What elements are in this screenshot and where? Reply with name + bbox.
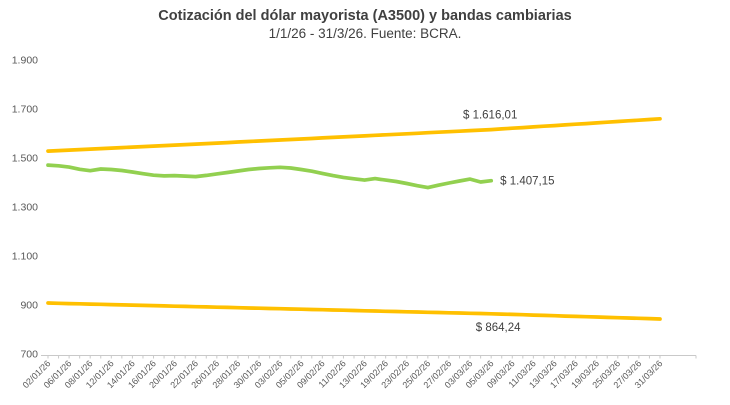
- y-axis-tick-label: 1.900: [12, 55, 38, 67]
- series-line-dolar_mayorista_A3500: [46, 163, 494, 190]
- y-axis-tick-label: 900: [20, 300, 38, 312]
- data-label-banda_superior: $ 1.616,01: [463, 110, 517, 122]
- y-axis-tick-label: 1.500: [12, 153, 38, 165]
- chart-header: Cotización del dólar mayorista (A3500) y…: [0, 7, 730, 43]
- chart-subtitle: 1/1/26 - 31/3/26. Fuente: BCRA.: [268, 26, 462, 42]
- data-label-dolar_mayorista_A3500: $ 1.407,15: [500, 176, 554, 188]
- y-axis-tick-label: 1.700: [12, 104, 38, 116]
- y-axis-tick-label: 700: [20, 349, 38, 361]
- y-axis-tick-label: 1.300: [12, 202, 38, 214]
- chart-title: Cotización del dólar mayorista (A3500) y…: [158, 8, 572, 24]
- data-label-banda_inferior: $ 864,24: [476, 322, 521, 334]
- series-line-banda_superior: [46, 116, 662, 153]
- y-axis-tick-label: 1.100: [12, 251, 38, 263]
- series-line-banda_inferior: [46, 301, 662, 321]
